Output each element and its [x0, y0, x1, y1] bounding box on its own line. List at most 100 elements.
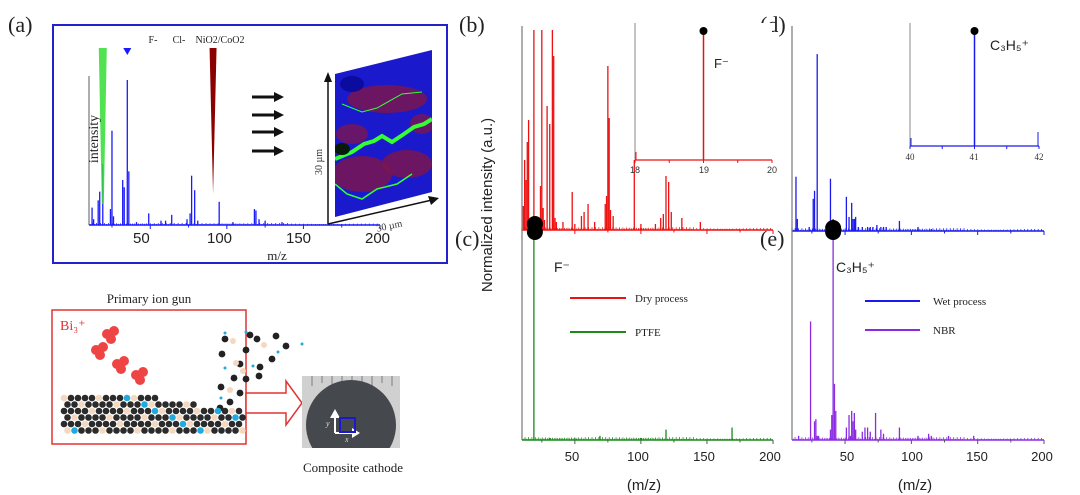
lattice-atom	[120, 414, 127, 421]
c-peak-marker	[526, 224, 543, 240]
lattice-atom	[141, 401, 148, 408]
lattice-atom	[214, 407, 222, 415]
bi-atom	[119, 356, 129, 366]
lattice-atom	[176, 414, 183, 421]
flow-arrows	[252, 92, 284, 156]
lattice-atom	[155, 414, 162, 421]
lattice-atom	[64, 414, 71, 421]
lattice-atom	[116, 420, 124, 428]
lattice-atom	[106, 401, 113, 408]
lattice-atom	[228, 420, 236, 428]
lattice-atom	[193, 407, 201, 415]
lattice-atom	[85, 427, 92, 434]
lattice-atom	[221, 407, 229, 415]
d-inset-tick-40: 40	[906, 152, 916, 162]
lattice-atom	[162, 401, 169, 408]
lattice-atom	[211, 414, 218, 421]
lattice-atom	[92, 414, 99, 421]
lattice-atom	[162, 427, 169, 434]
lattice-atom	[190, 401, 197, 408]
lattice-atom	[102, 407, 110, 415]
panel-a-ylabel: intensity	[87, 115, 102, 163]
lattice-atom	[81, 407, 89, 415]
lattice-atom	[130, 407, 138, 415]
e-tick-50: 50	[840, 449, 854, 464]
c-tick-200: 200	[759, 449, 781, 464]
ejected-atom	[230, 374, 238, 382]
panel-a-frame	[52, 24, 448, 264]
lattice-atom	[228, 407, 236, 415]
lattice-atom	[74, 420, 82, 428]
lattice-atom	[74, 394, 82, 402]
legend-label-nbr: NBR	[933, 325, 956, 337]
lattice-atom	[106, 427, 113, 434]
ejected-fragment	[219, 396, 223, 400]
lattice-atom	[165, 407, 173, 415]
a-tick-100: 100	[207, 230, 233, 247]
lattice-atom	[99, 401, 106, 408]
ejected-fragment	[251, 364, 255, 368]
legend-label-wet: Wet process	[933, 296, 986, 308]
lattice-atom	[141, 427, 148, 434]
lattice-atom	[218, 414, 225, 421]
lattice-atom	[158, 407, 166, 415]
panel-a-xlabel: m/z	[267, 248, 287, 263]
lattice-atom	[64, 427, 71, 434]
lattice-atom	[109, 407, 117, 415]
e-tick-150: 150	[966, 449, 988, 464]
c-xlabel: (m/z)	[627, 477, 661, 494]
lattice-atom	[179, 407, 187, 415]
lattice-atom	[67, 420, 75, 428]
lattice-atom	[144, 420, 152, 428]
lattice-atom	[134, 427, 141, 434]
lattice-atom	[172, 407, 180, 415]
e-peak-label: C₃H₅⁺	[836, 259, 875, 275]
lattice-atom	[186, 407, 194, 415]
ion-gun-title: Primary ion gun	[106, 291, 192, 306]
lattice-atom	[78, 427, 85, 434]
panel-label-b: (b)	[459, 12, 485, 37]
lattice-atom	[60, 420, 68, 428]
lattice-atom	[158, 420, 166, 428]
ejected-atom	[246, 331, 254, 339]
ejected-atom	[272, 332, 280, 340]
lattice-atom	[130, 394, 138, 402]
ejected-atom	[268, 355, 276, 363]
c-tick-150: 150	[693, 449, 715, 464]
lattice-atom	[60, 407, 68, 415]
c-tick-50: 50	[565, 449, 579, 464]
lattice-atom	[120, 427, 127, 434]
arrow-icon	[252, 127, 284, 137]
lattice-atom	[148, 414, 155, 421]
bi-atom	[98, 342, 108, 352]
bi-atom	[138, 367, 148, 377]
panel-b-spectrum	[521, 26, 774, 234]
axis-x-label: x	[344, 435, 349, 444]
lattice-atom	[183, 414, 190, 421]
marker-label-cl: Cl-	[173, 35, 186, 46]
marker-label-f: F-	[149, 35, 158, 46]
lattice-atom	[197, 414, 204, 421]
e-tick-200: 200	[1031, 449, 1053, 464]
composite-cathode-caption: Composite cathode	[302, 460, 403, 475]
lattice-atom	[127, 414, 134, 421]
marker-label-nio2: NiO2/CoO2	[196, 35, 245, 46]
tof-sims-3d-map: 30 µm 30 µm	[314, 50, 439, 235]
lattice-atom	[95, 420, 103, 428]
ejected-atom	[255, 372, 263, 380]
lattice-atom	[88, 407, 96, 415]
lattice-atom	[123, 394, 131, 402]
arrow-icon	[252, 110, 284, 120]
spectra-panels: Normalized intensity (a.u.) 50 100 150 2…	[479, 23, 1053, 494]
lattice-atom	[67, 407, 75, 415]
legend-label-ptfe: PTFE	[635, 327, 661, 339]
lattice-atom	[130, 420, 138, 428]
bi-atom	[95, 350, 105, 360]
lattice-atom	[232, 427, 239, 434]
lattice-atom	[78, 414, 85, 421]
ejected-fragment	[300, 342, 304, 346]
ejected-fragment	[223, 331, 227, 335]
lattice-atom	[134, 414, 141, 421]
lattice-atom	[106, 414, 113, 421]
lattice-atom	[144, 407, 152, 415]
